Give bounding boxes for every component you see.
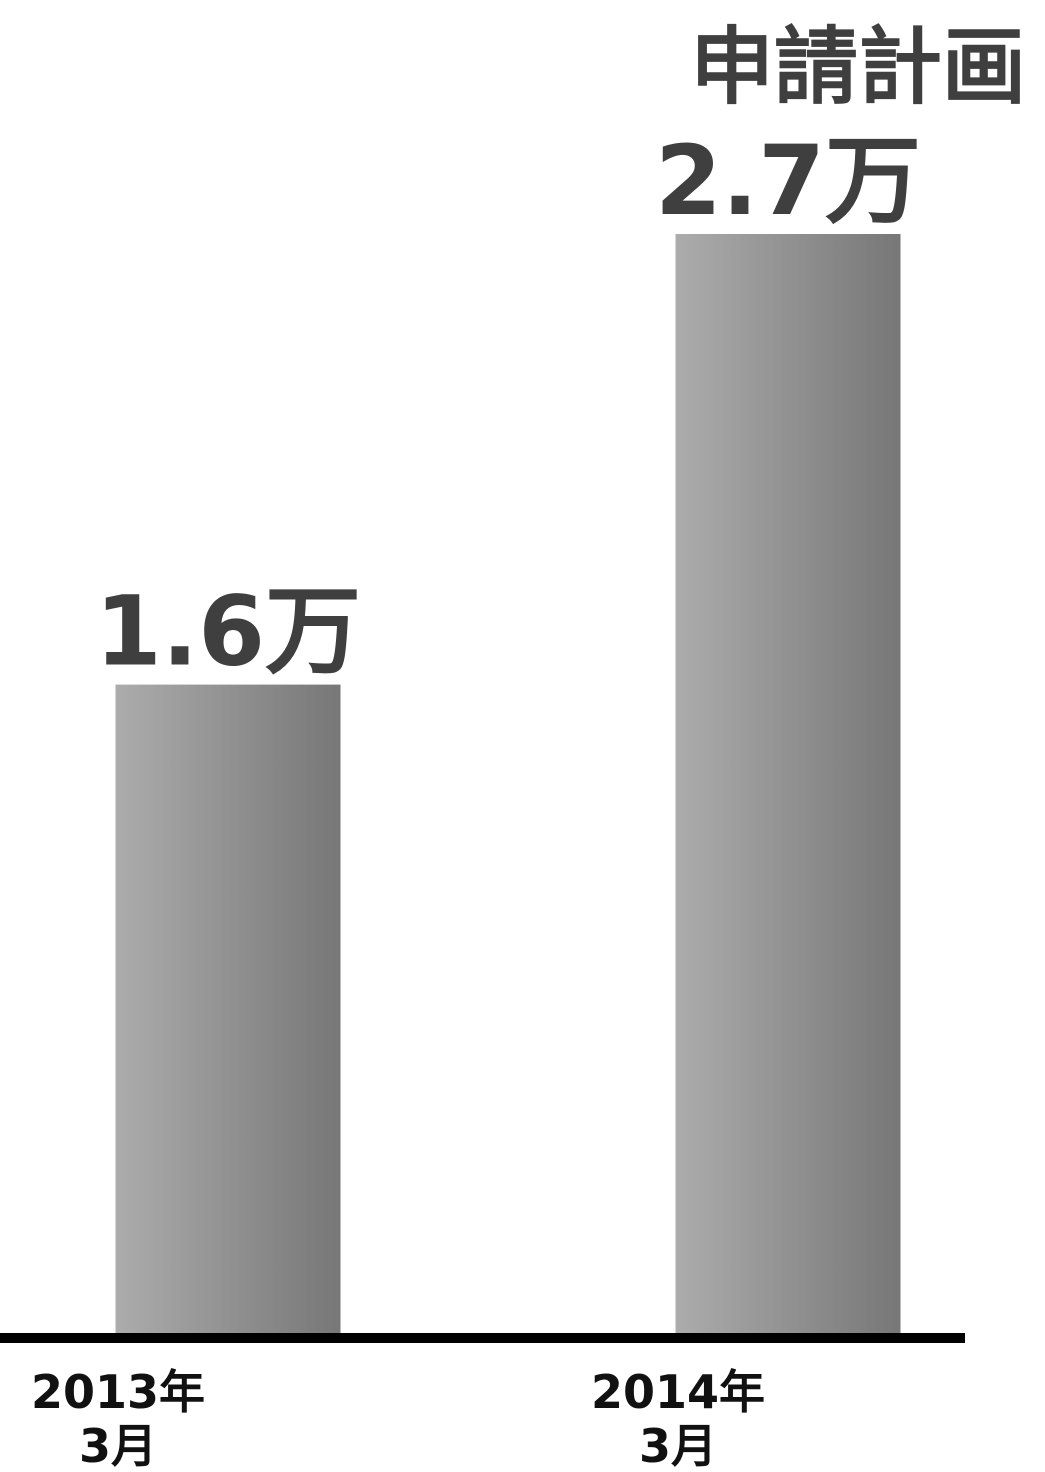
value-label: 2.7万 — [655, 125, 921, 237]
value-label: 1.6万 — [95, 576, 361, 688]
bar — [675, 234, 901, 1340]
bars-layer — [115, 234, 901, 1340]
bar — [115, 684, 341, 1340]
annotation-label: 申請計画 — [690, 18, 1026, 116]
x-tick-label-line2: 3月 — [79, 1419, 157, 1472]
x-tick-label-line2: 3月 — [639, 1419, 717, 1472]
x-tick-label-line1: 2014年 — [591, 1365, 765, 1419]
x-tick-label-line1: 2013年 — [31, 1365, 205, 1419]
